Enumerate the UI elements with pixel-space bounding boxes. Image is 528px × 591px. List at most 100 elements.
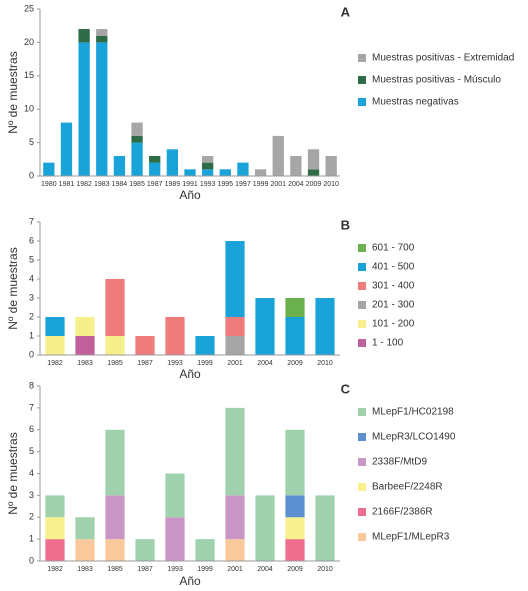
y-tick-label: 1 (29, 534, 34, 544)
bar-segment (105, 429, 125, 496)
bar-segment (149, 162, 161, 176)
x-tick-label: 2010 (317, 566, 333, 573)
legend-swatch (358, 483, 366, 491)
x-tick-label: 2009 (306, 181, 322, 188)
legend-swatch (358, 263, 366, 271)
legend-swatch (358, 408, 366, 416)
legend-swatch (358, 433, 366, 441)
x-tick-label: 1983 (94, 181, 110, 188)
bar-segment (285, 495, 305, 518)
x-tick-label: 1987 (137, 566, 153, 573)
x-axis-label: Año (179, 574, 201, 588)
bar-segment (225, 317, 245, 336)
y-tick-label: 10 (24, 104, 34, 114)
bar-segment (105, 279, 125, 336)
y-axis-label: Nº de muestras (6, 432, 20, 514)
bar-segment (60, 122, 73, 176)
bar-segment (255, 298, 275, 355)
x-tick-label: 2004 (288, 181, 304, 188)
y-axis-label: Nº de muestras (6, 51, 20, 133)
bar-segment (225, 241, 245, 317)
legend-label: 1 - 100 (372, 338, 404, 349)
x-tick-label: 1981 (59, 181, 75, 188)
bar-segment (255, 495, 275, 561)
bar-segment (131, 135, 143, 143)
bar-segment (219, 169, 231, 176)
legend-swatch (358, 282, 366, 290)
y-tick-label: 3 (29, 490, 34, 500)
y-tick-label: 6 (29, 235, 34, 245)
legend-label: MLepF1/HC02198 (372, 407, 454, 418)
x-tick-label: 1999 (197, 566, 213, 573)
legend-swatch (358, 98, 366, 106)
y-tick-label: 8 (29, 380, 34, 390)
y-tick-label: 20 (24, 37, 34, 47)
bar-segment (165, 517, 185, 561)
bar-segment (202, 155, 214, 163)
x-axis-label: Año (179, 188, 201, 202)
x-tick-label: 1982 (47, 360, 63, 367)
legend-label: 2338F/MtD9 (372, 457, 427, 468)
legend-swatch (358, 76, 366, 84)
x-tick-label: 1995 (218, 181, 234, 188)
bar-segment (285, 317, 305, 355)
legend-label: 2166F/2386R (372, 507, 433, 518)
bar-segment (237, 162, 249, 176)
y-axis-label: Nº de muestras (6, 247, 20, 329)
bar-segment (135, 336, 155, 355)
x-axis-label: Año (179, 367, 201, 381)
bar-segment (166, 149, 178, 176)
bar-segment (307, 169, 320, 176)
legend-label: 401 - 500 (372, 262, 415, 273)
legend-label: 101 - 200 (372, 319, 415, 330)
bar-segment (43, 162, 55, 176)
bar-segment (272, 135, 284, 176)
legend-label: Muestras negativas (372, 97, 459, 108)
x-tick-label: 1982 (47, 566, 63, 573)
bar-segment (96, 42, 108, 177)
x-tick-label: 1999 (197, 360, 213, 367)
bar-segment (315, 495, 335, 561)
bar-segment (165, 317, 185, 355)
bar-segment (202, 169, 214, 176)
bar-segment (202, 162, 214, 170)
x-tick-label: 1983 (77, 566, 93, 573)
x-tick-label: 1991 (182, 181, 198, 188)
bar-segment (290, 155, 302, 176)
bar-segment (225, 495, 245, 540)
legend-swatch (358, 508, 366, 516)
bar-segment (225, 407, 245, 496)
legend-label: Muestras positivas - Extremidad (372, 53, 514, 64)
x-tick-label: 2010 (323, 181, 339, 188)
legend-swatch (358, 301, 366, 309)
legend-swatch (358, 320, 366, 328)
bar-segment (254, 169, 267, 176)
bar-segment (96, 29, 108, 36)
legend-swatch (358, 533, 366, 541)
legend-label: BarbeeF/2248R (372, 482, 443, 493)
bar-segment (75, 539, 95, 561)
bar-segment (195, 539, 215, 561)
bar-segment (45, 336, 65, 355)
bar-segment (45, 539, 65, 561)
legend-swatch (358, 244, 366, 252)
x-tick-label: 1993 (167, 566, 183, 573)
x-tick-label: 2001 (227, 566, 243, 573)
x-tick-label: 1985 (107, 360, 123, 367)
x-tick-label: 1987 (147, 181, 163, 188)
bar-segment (75, 517, 95, 540)
x-tick-label: 1982 (76, 181, 92, 188)
bar-segment (149, 155, 161, 163)
x-tick-label: 2009 (287, 360, 303, 367)
panel-label: B (341, 217, 350, 232)
bar-segment (285, 539, 305, 561)
bar-segment (285, 429, 305, 496)
bar-segment (105, 336, 125, 355)
bar-segment (135, 539, 155, 561)
y-tick-label: 2 (29, 311, 34, 321)
y-tick-label: 7 (29, 402, 34, 412)
x-tick-label: 1999 (253, 181, 269, 188)
y-tick-label: 7 (29, 216, 34, 226)
legend-label: 301 - 400 (372, 281, 415, 292)
y-tick-label: 5 (29, 137, 34, 147)
